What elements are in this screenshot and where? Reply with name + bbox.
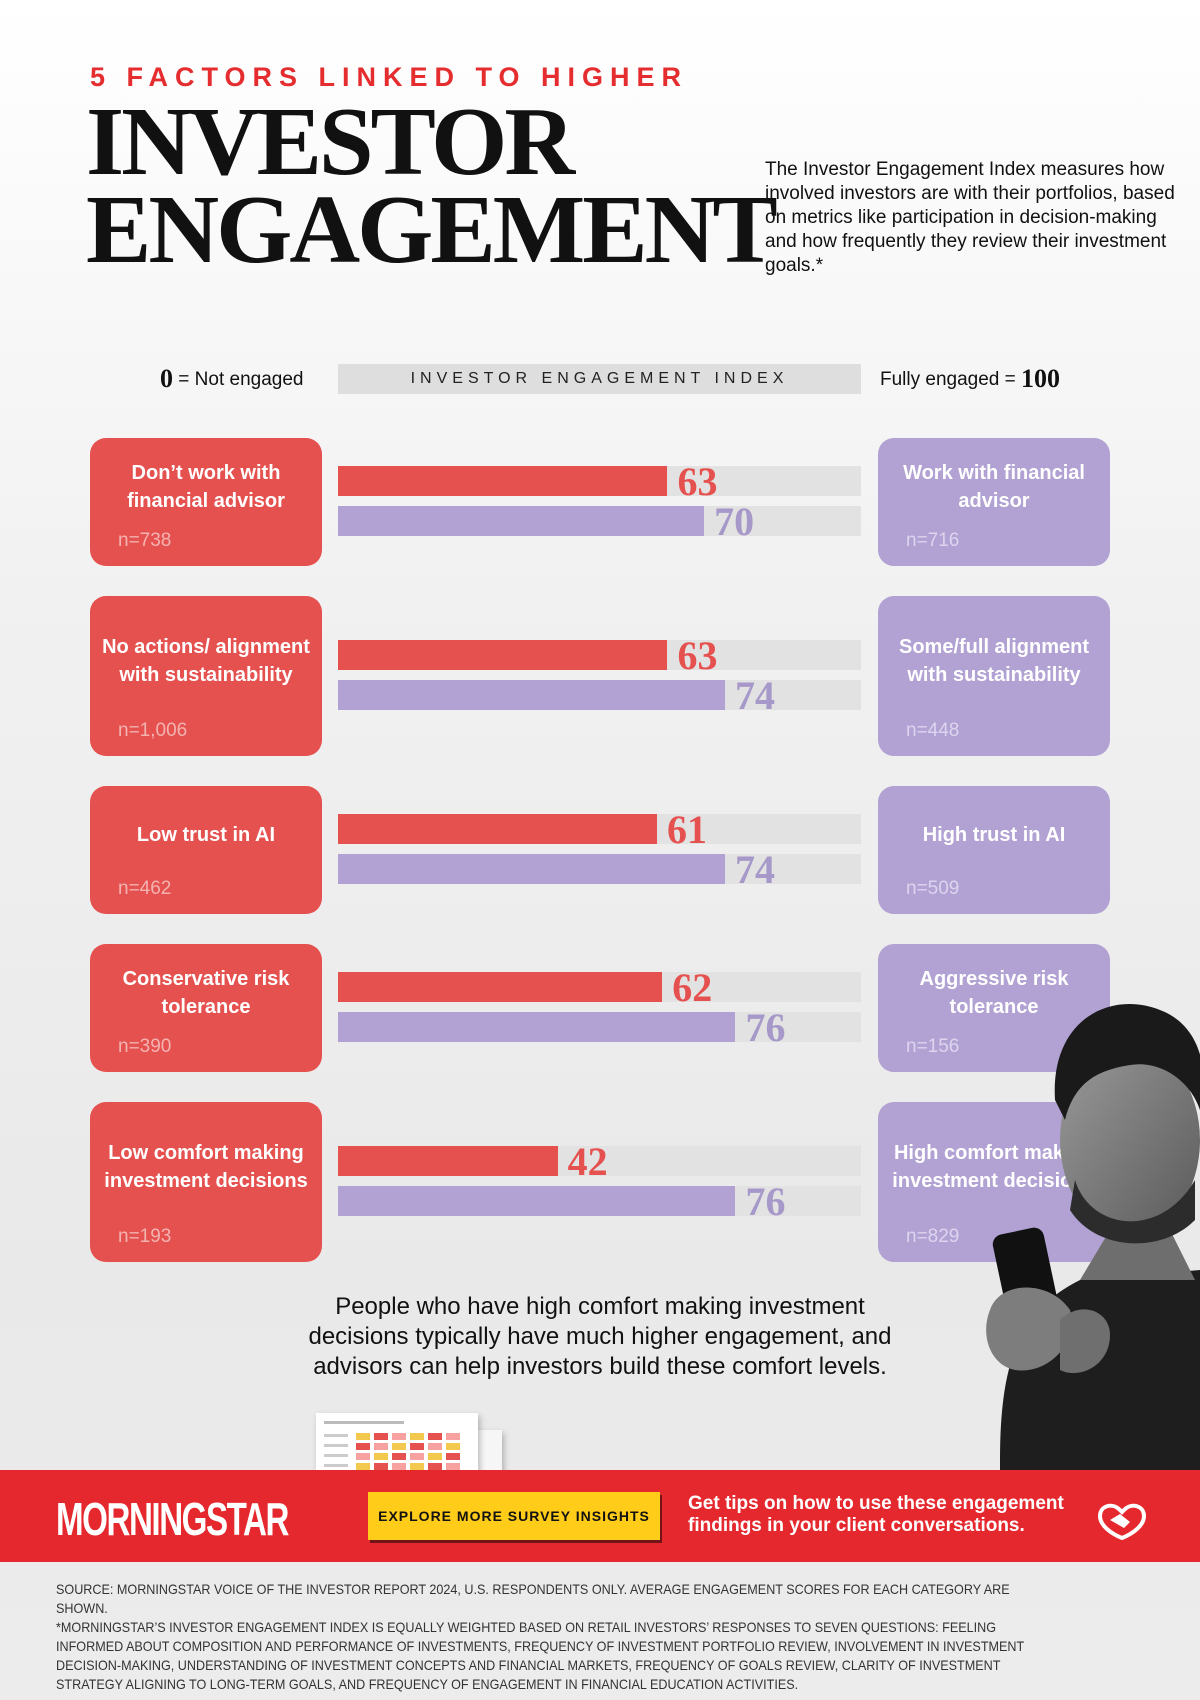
group-label-text: High comfort making investment decisions bbox=[892, 1142, 1096, 1192]
bar-track: 76 bbox=[338, 1182, 861, 1222]
morningstar-logo: MORNINGSTAR bbox=[56, 1493, 289, 1545]
low-group-bar bbox=[338, 466, 668, 496]
bar-track: 63 bbox=[338, 462, 861, 502]
sample-size: n=448 bbox=[906, 720, 960, 741]
bar-value-label: 63 bbox=[677, 633, 718, 678]
group-label-text: Aggressive risk tolerance bbox=[919, 968, 1069, 1018]
banner-text: Get tips on how to use these engagement … bbox=[688, 1493, 1064, 1536]
low-group-label: Don’t work with financial advisor n=738 bbox=[90, 438, 322, 566]
group-label-text: No actions/ alignment with sustainabilit… bbox=[102, 636, 310, 686]
scale-min-label: = Not engaged bbox=[178, 369, 304, 390]
sample-size: n=716 bbox=[906, 530, 960, 551]
high-group-bar bbox=[338, 680, 726, 710]
intro-text: The Investor Engagement Index measures h… bbox=[765, 159, 1175, 276]
sample-size: n=1,006 bbox=[118, 720, 188, 741]
low-group-bar bbox=[338, 814, 658, 844]
low-group-label: Low comfort making investment decisions n… bbox=[90, 1102, 322, 1262]
bar-track: 76 bbox=[338, 1008, 861, 1048]
bar-value-label: 70 bbox=[714, 499, 755, 544]
low-group-bar bbox=[338, 1146, 558, 1176]
low-group-bar bbox=[338, 640, 668, 670]
scale-max-label: Fully engaged = bbox=[880, 369, 1016, 390]
group-label-text: Work with financial advisor bbox=[903, 462, 1085, 512]
high-group-label: Work with financial advisor n=716 bbox=[878, 438, 1110, 566]
title-line-2: ENGAGEMENT bbox=[86, 176, 778, 284]
page-title: INVESTOR ENGAGEMENT bbox=[86, 88, 778, 284]
bar-value-label: 42 bbox=[567, 1139, 608, 1184]
bar-value-label: 74 bbox=[735, 847, 776, 892]
bar-track: 63 bbox=[338, 636, 861, 676]
bar-track: 74 bbox=[338, 676, 861, 716]
scale-min-number: 0 bbox=[160, 364, 173, 393]
scale-max: Fully engaged = 100 bbox=[880, 364, 1060, 395]
bar-value-label: 76 bbox=[745, 1179, 786, 1224]
takeaway-text: People who have high comfort making inve… bbox=[308, 1293, 892, 1380]
scale-legend: 0 = Not engaged INVESTOR ENGAGEMENT INDE… bbox=[0, 364, 1200, 394]
chart-title: INVESTOR ENGAGEMENT INDEX bbox=[338, 364, 861, 394]
group-label-text: Some/full alignment with sustainability bbox=[898, 636, 1090, 686]
bar-value-label: 76 bbox=[745, 1005, 786, 1050]
bar-value-label: 61 bbox=[667, 807, 708, 852]
bar-track: 62 bbox=[338, 968, 861, 1008]
bar-track: 42 bbox=[338, 1142, 861, 1182]
sample-size: n=193 bbox=[118, 1226, 172, 1247]
group-label-text: Conservative risk tolerance bbox=[122, 968, 290, 1018]
handshake-icon bbox=[1094, 1500, 1150, 1541]
title-line-1: INVESTOR bbox=[86, 88, 575, 196]
sample-size: n=156 bbox=[906, 1036, 960, 1057]
group-label-text: Low trust in AI bbox=[136, 824, 276, 846]
sample-size: n=462 bbox=[118, 878, 172, 899]
scale-min: 0 = Not engaged bbox=[160, 364, 303, 395]
methodology-note: *MORNINGSTAR’S INVESTOR ENGAGEMENT INDEX… bbox=[56, 1619, 1024, 1692]
bar-track: 74 bbox=[338, 850, 861, 890]
bar-value-label: 62 bbox=[672, 965, 713, 1010]
sample-size: n=509 bbox=[906, 878, 960, 899]
high-group-bar bbox=[338, 854, 726, 884]
low-group-label: Low trust in AI n=462 bbox=[90, 786, 322, 914]
bar-track: 61 bbox=[338, 810, 861, 850]
high-group-label: Some/full alignment with sustainability n… bbox=[878, 596, 1110, 756]
sample-size: n=738 bbox=[118, 530, 172, 551]
bar-value-label: 74 bbox=[735, 673, 776, 718]
bar-track: 70 bbox=[338, 502, 861, 542]
group-label-text: Don’t work with financial advisor bbox=[127, 462, 285, 512]
sample-size: n=829 bbox=[906, 1226, 960, 1247]
high-group-label: High trust in AI n=509 bbox=[878, 786, 1110, 914]
low-group-label: No actions/ alignment with sustainabilit… bbox=[90, 596, 322, 756]
low-group-bar bbox=[338, 972, 663, 1002]
bar-value-label: 63 bbox=[677, 459, 718, 504]
group-label-text: High trust in AI bbox=[922, 824, 1066, 846]
high-group-bar bbox=[338, 1012, 736, 1042]
footnotes: SOURCE: MORNINGSTAR VOICE OF THE INVESTO… bbox=[56, 1580, 1046, 1694]
source-note: SOURCE: MORNINGSTAR VOICE OF THE INVESTO… bbox=[56, 1581, 1010, 1616]
kicker-heading: 5 FACTORS LINKED TO HIGHER bbox=[90, 62, 689, 92]
explore-insights-button[interactable]: EXPLORE MORE SURVEY INSIGHTS bbox=[368, 1492, 660, 1540]
promo-banner: MORNINGSTAR EXPLORE MORE SURVEY INSIGHTS… bbox=[0, 1470, 1200, 1562]
person-with-phone-image bbox=[986, 1004, 1200, 1470]
high-group-bar bbox=[338, 506, 705, 536]
scale-max-number: 100 bbox=[1021, 364, 1061, 393]
sample-size: n=390 bbox=[118, 1036, 172, 1057]
group-label-text: Low comfort making investment decisions bbox=[104, 1142, 308, 1192]
high-group-bar bbox=[338, 1186, 736, 1216]
low-group-label: Conservative risk tolerance n=390 bbox=[90, 944, 322, 1072]
